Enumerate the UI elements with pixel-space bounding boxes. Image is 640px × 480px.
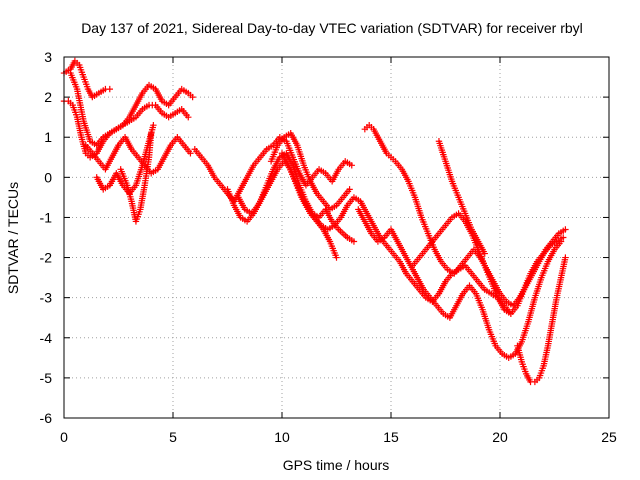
x-tick-label: 10 xyxy=(274,429,290,445)
series-track-16 xyxy=(514,254,569,386)
data-point xyxy=(350,238,358,245)
x-tick-label: 5 xyxy=(169,429,177,445)
data-point xyxy=(148,130,155,137)
x-tick-label: 20 xyxy=(492,429,508,445)
series-track-8 xyxy=(224,150,358,245)
y-tick-label: -6 xyxy=(40,410,53,426)
series-track-13 xyxy=(355,206,565,362)
axis-ticks: 0 5 10 15 20 25 -6 -5 -4 -3 -2 -1 0 1 2 3 xyxy=(40,49,617,445)
y-tick-label: -5 xyxy=(40,370,53,386)
y-tick-label: 1 xyxy=(44,129,52,145)
x-tick-label: 25 xyxy=(601,429,617,445)
x-tick-label: 15 xyxy=(383,429,399,445)
data-point xyxy=(348,162,355,169)
data-point xyxy=(481,250,488,257)
data-point xyxy=(106,85,113,93)
x-axis-label: GPS time / hours xyxy=(283,457,390,473)
data-point xyxy=(333,254,340,261)
data-point xyxy=(189,93,196,101)
series-track-10 xyxy=(267,130,353,213)
x-tick-label: 0 xyxy=(60,429,68,445)
series-track-1 xyxy=(60,57,113,101)
y-tick-label: 2 xyxy=(44,89,52,105)
y-tick-label: -1 xyxy=(40,209,53,225)
y-tick-label: -4 xyxy=(40,330,53,346)
data-point xyxy=(187,150,194,157)
data-series xyxy=(60,57,569,386)
series-track-15 xyxy=(435,138,488,257)
data-point xyxy=(150,121,157,129)
y-tick-label: -2 xyxy=(40,250,53,266)
chart-title: Day 137 of 2021, Sidereal Day-to-day VTE… xyxy=(81,20,583,36)
grid xyxy=(64,57,609,418)
y-tick-label: -3 xyxy=(40,290,53,306)
data-point xyxy=(185,113,192,121)
y-tick-label: 0 xyxy=(44,169,52,185)
data-point xyxy=(562,254,569,261)
data-point xyxy=(562,226,569,233)
data-point xyxy=(346,186,353,193)
y-tick-label: 3 xyxy=(44,49,52,65)
series-track-6 xyxy=(117,130,155,225)
series-track-11 xyxy=(278,150,515,317)
y-axis-label: SDTVAR / TECUs xyxy=(5,182,21,294)
series-track-3 xyxy=(67,69,192,149)
data-point xyxy=(560,234,567,241)
plot-frame xyxy=(63,56,610,419)
